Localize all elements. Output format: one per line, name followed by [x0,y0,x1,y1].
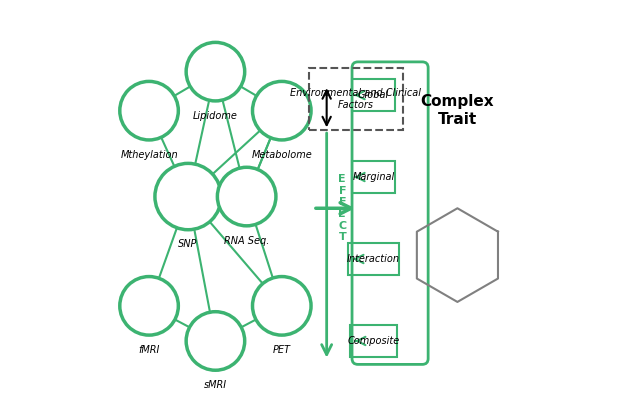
Circle shape [186,43,245,101]
Text: Interaction: Interaction [347,254,400,264]
Text: SNP: SNP [178,240,198,249]
Circle shape [252,82,311,140]
Text: Lipidome: Lipidome [193,111,238,121]
Circle shape [186,312,245,370]
Text: Marginal: Marginal [352,172,394,182]
Text: fMRI: fMRI [138,345,160,355]
Text: RNA Seq.: RNA Seq. [224,236,269,245]
Text: Environmental and Clinical
Factors: Environmental and Clinical Factors [290,88,421,110]
Text: E
F
F
E
C
T: E F F E C T [338,174,346,242]
Text: PET: PET [273,345,290,355]
Text: Metabolome: Metabolome [252,150,312,160]
Text: Complex
Trait: Complex Trait [421,95,495,127]
Text: sMRI: sMRI [204,380,227,390]
Text: Mtheylation: Mtheylation [120,150,178,160]
Circle shape [217,167,276,226]
Circle shape [252,277,311,335]
Circle shape [155,164,221,230]
Circle shape [120,277,178,335]
Circle shape [120,82,178,140]
Text: Global: Global [358,90,389,100]
Text: Composite: Composite [347,336,399,346]
